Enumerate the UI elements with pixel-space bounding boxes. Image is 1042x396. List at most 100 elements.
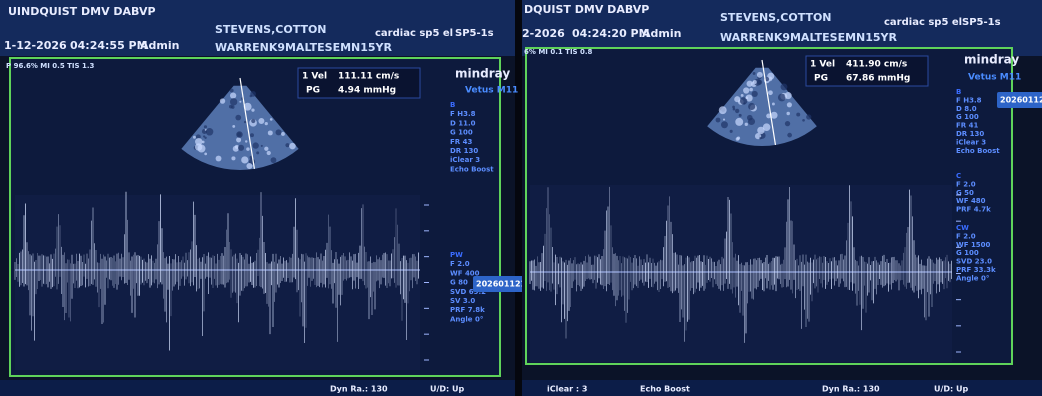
speckle <box>249 94 253 98</box>
speckle <box>195 134 201 140</box>
parameter: B <box>956 88 961 96</box>
measurement-box <box>297 67 421 99</box>
footer-bar <box>0 380 515 396</box>
parameter: F 2.0 <box>956 180 976 188</box>
parameter: iClear 3 <box>956 138 986 146</box>
speckle <box>764 77 770 82</box>
user: Admin <box>642 27 681 40</box>
time: 04:24:20 PM <box>572 27 650 40</box>
speckle <box>215 155 222 162</box>
user: Admin <box>140 39 179 52</box>
speckle <box>195 137 203 146</box>
speckle <box>219 98 226 104</box>
parameter: F H3.8 <box>956 96 982 104</box>
speckle <box>806 114 812 120</box>
speckle <box>230 92 237 99</box>
speckle <box>734 96 741 103</box>
speckle <box>752 72 756 75</box>
speckle <box>243 120 247 124</box>
measurement-value: 4.94 mmHg <box>338 86 396 96</box>
speckle <box>239 100 242 103</box>
speckle <box>786 111 790 116</box>
speckle <box>751 90 758 98</box>
speckle <box>743 102 746 105</box>
parameter: FR 41 <box>956 122 978 130</box>
measurement-value: 67.86 mmHg <box>846 74 910 84</box>
parameter: PRF 33.3k <box>956 266 996 274</box>
badge <box>997 92 1042 108</box>
speckle <box>780 83 788 91</box>
footer-item: Dyn Ra.: 130 <box>330 385 388 394</box>
speckle <box>768 90 773 96</box>
speckle <box>285 143 290 148</box>
footer-item: U/D: Up <box>934 385 969 394</box>
badge <box>473 276 533 292</box>
speckle <box>770 111 778 119</box>
parameter: G 100 <box>956 113 979 121</box>
parameter: SVD 23.0 <box>956 258 992 266</box>
footer-item: Echo Boost <box>640 385 690 394</box>
speckle <box>715 117 721 123</box>
speckle <box>266 150 271 156</box>
cursor-line <box>761 59 777 146</box>
badge-text: 20260112162 <box>476 280 537 289</box>
speckle <box>229 88 234 93</box>
speckle <box>740 93 744 97</box>
brand: mindray <box>455 67 510 81</box>
speckle <box>232 145 239 152</box>
speckle <box>767 72 775 80</box>
measurement-label: PG <box>306 86 320 96</box>
parameter: CW <box>956 224 969 232</box>
parameter: Angle 0° <box>450 315 483 323</box>
speckle <box>203 125 208 129</box>
speckle <box>722 118 726 121</box>
speckle <box>269 118 273 121</box>
speckle <box>229 98 238 106</box>
speckle <box>237 144 245 151</box>
speckle <box>264 121 268 126</box>
clinic: UINDQUIST DMV DABVP <box>8 5 156 18</box>
speckle <box>745 96 749 100</box>
footer-bar <box>522 380 1042 396</box>
speckle <box>192 135 196 139</box>
parameter: B <box>450 101 455 109</box>
speckle <box>752 80 757 85</box>
measurement-label: 1 Vel <box>302 72 327 82</box>
preset: cardiac sp5 el <box>375 28 453 39</box>
parameter: Echo Boost <box>450 165 494 173</box>
header-bar <box>0 0 515 56</box>
brand: mindray <box>964 53 1019 67</box>
parameter: D 8.0 <box>956 105 977 113</box>
measurement-label: 1 Vel <box>810 60 835 70</box>
speckle <box>759 137 762 140</box>
speckle <box>732 107 736 111</box>
speckle <box>784 120 791 127</box>
speckle <box>802 118 805 122</box>
speckle <box>718 106 727 115</box>
sector-image <box>707 67 817 146</box>
parameter: PRF 7.8k <box>450 306 485 314</box>
date: 2-2026 <box>522 27 565 40</box>
speckle <box>784 92 792 100</box>
badge-text: 20260112 <box>1000 96 1042 105</box>
speckle <box>235 114 242 121</box>
speckle <box>771 102 775 106</box>
parameter: PRF 4.7k <box>956 206 991 214</box>
speckle <box>246 147 250 151</box>
model: Vetus M11 <box>968 73 1021 83</box>
speckle <box>236 131 243 138</box>
speckle <box>739 97 748 105</box>
speckle <box>231 156 236 161</box>
speckle <box>735 108 740 114</box>
speckle <box>746 80 753 87</box>
speckle <box>281 132 285 136</box>
footer-item: U/D: Up <box>430 385 465 394</box>
patient-name: STEVENS,COTTON <box>720 11 832 24</box>
parameter: Echo Boost <box>956 147 1000 155</box>
model: Vetus M11 <box>465 86 518 96</box>
parameter: F 2.0 <box>450 260 470 268</box>
speckle <box>762 123 771 131</box>
speckle <box>231 105 235 109</box>
parameter: iClear 3 <box>450 156 480 164</box>
